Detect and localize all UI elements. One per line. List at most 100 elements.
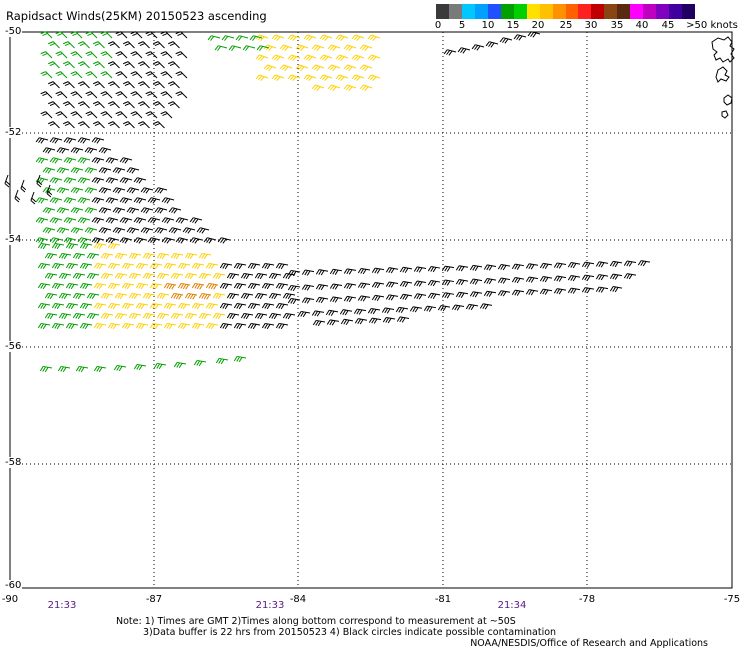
wind-barb-473 — [609, 286, 623, 293]
wind-barb-145 — [471, 44, 485, 51]
wind-barb-316 — [135, 282, 149, 290]
wind-barb-60 — [85, 91, 98, 99]
wind-barb-77 — [55, 111, 68, 119]
wind-barb-268 — [142, 252, 156, 260]
wind-barb-330 — [86, 292, 100, 300]
wind-barb-369 — [128, 312, 142, 320]
wind-barb-236 — [49, 237, 63, 244]
wind-barb-158 — [84, 147, 98, 154]
wind-barb-402 — [329, 268, 343, 275]
wind-barb-192 — [49, 197, 63, 204]
wind-barb-117 — [279, 64, 293, 71]
note-line-2: 3)Data buffer is 22 hrs from 20150523 4)… — [143, 627, 557, 638]
wind-barb-278 — [107, 262, 121, 270]
wind-barb-378 — [254, 312, 268, 320]
wind-barb-303 — [212, 272, 226, 280]
wind-barb-325 — [261, 282, 275, 290]
wind-barb-241 — [119, 237, 133, 244]
wind-barb-177 — [77, 177, 91, 184]
wind-barb-24 — [115, 51, 128, 59]
wind-barb-394 — [219, 322, 233, 330]
wind-barb-392 — [191, 322, 205, 330]
legend-label-3: 15 — [506, 20, 520, 31]
wind-barb-441 — [511, 277, 525, 284]
wind-barb-343 — [268, 292, 282, 300]
wind-barb-433 — [399, 280, 413, 288]
wind-barb-475 — [311, 310, 325, 317]
wind-barb-19 — [40, 51, 53, 59]
wind-barb-498 — [93, 365, 107, 373]
wind-barb-201 — [42, 207, 56, 214]
wind-barb-365 — [72, 312, 86, 320]
wind-barb-440 — [497, 277, 511, 284]
wind-barb-108 — [255, 54, 269, 61]
wind-barb-284 — [191, 262, 205, 270]
wind-barb-8 — [160, 31, 173, 39]
wind-barb-87 — [77, 121, 90, 129]
wind-barb-301 — [184, 272, 198, 280]
wind-barb-290 — [275, 262, 289, 270]
legend-swatch-10 — [565, 4, 579, 19]
wind-barb-360 — [247, 302, 261, 310]
wind-barb-368 — [114, 312, 128, 320]
wind-barb-388 — [135, 322, 149, 330]
lat-lon-grid — [9, 31, 733, 589]
wind-barb-422 — [609, 260, 623, 268]
wind-barb-418 — [553, 262, 567, 269]
wind-barb-228 — [112, 227, 126, 234]
legend-swatch-14 — [617, 4, 631, 19]
wind-barb-414 — [497, 264, 511, 271]
wind-barb-197 — [119, 197, 133, 204]
wind-barb-456 — [371, 294, 385, 302]
wind-barb-285 — [205, 262, 219, 270]
wind-barb-387 — [121, 322, 135, 330]
wind-barb-147 — [499, 37, 513, 44]
wind-barb-185 — [84, 187, 98, 194]
wind-barb-391 — [177, 322, 191, 330]
wind-barb-372 — [170, 312, 184, 320]
wind-barb-323 — [233, 282, 247, 290]
wind-barb-227 — [98, 227, 112, 234]
legend-label-7: 35 — [610, 20, 624, 31]
wind-barb-156 — [56, 147, 70, 154]
wind-barb-454 — [343, 295, 357, 303]
wind-barb-314 — [107, 282, 121, 290]
wind-barb-162 — [63, 157, 77, 164]
credit-line: NOAA/NESDIS/Office of Research and Appli… — [470, 638, 708, 649]
lon-label-75: -75 — [723, 594, 740, 605]
wind-barb-245 — [175, 237, 189, 244]
wind-barb-351 — [121, 302, 135, 310]
wind-barb-269 — [156, 252, 170, 260]
wind-barb-382 — [51, 322, 65, 330]
wind-barb-345 — [37, 302, 51, 310]
wind-barb-258 — [79, 242, 93, 250]
wind-barb-166 — [119, 157, 133, 164]
wind-barb-73 — [137, 101, 150, 109]
wind-barb-133 — [343, 84, 357, 91]
wind-barb-419 — [567, 262, 581, 269]
wind-barb-203 — [70, 207, 84, 214]
wind-barb-96 — [303, 34, 317, 41]
wind-barb-62 — [115, 91, 128, 99]
map-title: Rapidsact Winds(25KM) 20150523 ascending — [6, 9, 267, 23]
wind-barb-252 — [14, 189, 21, 203]
wind-barb-420 — [581, 261, 595, 268]
wind-barb-359 — [233, 302, 247, 310]
wind-barb-223 — [42, 227, 56, 234]
wind-barb-255 — [37, 242, 51, 250]
wind-barb-458 — [399, 293, 413, 301]
lat-label-50: -50 — [4, 26, 23, 37]
legend-label-2: 10 — [481, 20, 495, 31]
legend-swatch-12 — [591, 4, 605, 19]
wind-barb-390 — [163, 322, 177, 330]
wind-barb-434 — [413, 280, 427, 287]
wind-barb-136 — [221, 35, 235, 41]
wind-barb-249 — [4, 174, 11, 188]
wind-barb-179 — [105, 177, 119, 184]
wind-barb-272 — [198, 252, 212, 260]
wind-barb-415 — [511, 263, 525, 270]
wind-barb-72 — [122, 101, 135, 109]
wind-barb-39 — [55, 71, 68, 79]
wind-barb-487 — [479, 303, 493, 310]
wind-barb-234 — [196, 227, 210, 234]
